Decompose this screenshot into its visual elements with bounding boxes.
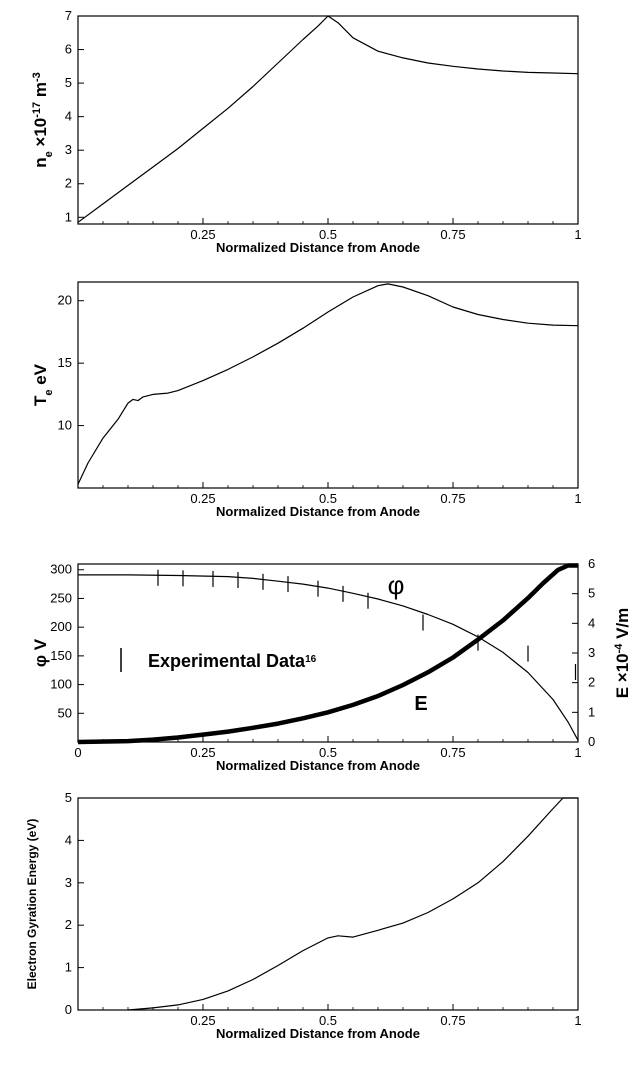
x-tick-label: 0.5 bbox=[319, 227, 337, 242]
y-tick-label: 0 bbox=[65, 1002, 72, 1017]
y2-tick-label: 5 bbox=[588, 586, 595, 601]
legend-label: Experimental Data16 bbox=[148, 651, 317, 671]
y-tick-label: 7 bbox=[65, 8, 72, 23]
y-tick-label: 4 bbox=[65, 109, 72, 124]
y-tick-label: 1 bbox=[65, 960, 72, 975]
x-tick-label: 1 bbox=[574, 227, 581, 242]
plot-frame bbox=[77, 15, 579, 225]
y-tick-label: 20 bbox=[58, 293, 72, 308]
x-tick-label: 0.75 bbox=[440, 1013, 465, 1028]
x-tick-label: 0.75 bbox=[440, 227, 465, 242]
x-tick-label: 0.75 bbox=[440, 745, 465, 760]
x-tick-label: 1 bbox=[574, 1013, 581, 1028]
y2-axis-label: E ×10-4 V/m bbox=[613, 608, 632, 699]
y2-tick-label: 6 bbox=[588, 556, 595, 571]
chart-panel-4: 0.25 0.5 0.75 1 0 1 2 3 4 5 Normalized Distance fr… bbox=[25, 790, 582, 1041]
series-line-e bbox=[77, 563, 578, 745]
y-tick-label: 5 bbox=[65, 790, 72, 805]
x-axis-label: Normalized Distance from Anode bbox=[216, 240, 420, 255]
x-axis-label: Normalized Distance from Anode bbox=[216, 504, 420, 519]
y-tick-label: 4 bbox=[65, 832, 72, 847]
plot-frame bbox=[77, 797, 579, 1011]
x-tick-label: 0 bbox=[74, 745, 81, 760]
y2-tick-label: 0 bbox=[588, 734, 595, 749]
chart-panel-2: 0.25 0.5 0.75 1 10 15 20 Normalized Distance fr… bbox=[31, 281, 582, 519]
y-axis-label: φ V bbox=[31, 638, 50, 667]
e-curve-label: E bbox=[414, 693, 427, 715]
x-tick-label: 0.25 bbox=[190, 227, 215, 242]
y-tick-label: 6 bbox=[65, 42, 72, 57]
y-axis-label: Te eV bbox=[31, 363, 55, 406]
y-tick-label: 2 bbox=[65, 176, 72, 191]
series-line-phi bbox=[78, 574, 579, 741]
x-tick-label: 0.75 bbox=[440, 491, 465, 506]
x-tick-label: 0.25 bbox=[190, 1013, 215, 1028]
x-tick-label: 0.25 bbox=[190, 745, 215, 760]
y-tick-label: 1 bbox=[65, 209, 72, 224]
y-tick-label: 5 bbox=[65, 75, 72, 90]
y2-tick-label: 1 bbox=[588, 704, 595, 719]
x-tick-label: 1 bbox=[574, 491, 581, 506]
series-line bbox=[77, 15, 579, 223]
y-axis-label: ne ×10-17 m-3 bbox=[31, 72, 55, 168]
y-axis-label: Electron Gyration Energy (eV) bbox=[25, 819, 39, 990]
x-tick-label: 0.5 bbox=[319, 491, 337, 506]
x-tick-label: 0.25 bbox=[190, 491, 215, 506]
y-tick-label: 300 bbox=[50, 562, 72, 577]
chart-panel-3: 0 0.25 0.5 0.75 1501001502002503000123456Nor… bbox=[31, 556, 632, 773]
y2-tick-label: 3 bbox=[588, 645, 595, 660]
x-axis-label: Normalized Distance from Anode bbox=[216, 1026, 420, 1041]
y2-tick-label: 2 bbox=[588, 675, 595, 690]
y2-tick-label: 4 bbox=[588, 615, 595, 630]
y-tick-label: 50 bbox=[58, 705, 72, 720]
y-tick-label: 150 bbox=[50, 648, 72, 663]
x-axis-label: Normalized Distance from Anode bbox=[216, 758, 420, 773]
x-tick-label: 1 bbox=[574, 745, 581, 760]
y-tick-label: 100 bbox=[50, 677, 72, 692]
chart-panel-1: 0.25 0.5 0.75 1 1 2 3 4 5 6 7 Normalized Distance f… bbox=[31, 8, 582, 255]
y-tick-label: 15 bbox=[58, 355, 72, 370]
y-tick-label: 200 bbox=[50, 619, 72, 634]
experimental-data-marks bbox=[157, 569, 577, 680]
y-tick-label: 10 bbox=[58, 418, 72, 433]
plot-frame bbox=[77, 281, 579, 489]
y-tick-label: 3 bbox=[65, 142, 72, 157]
x-tick-label: 0.5 bbox=[319, 1013, 337, 1028]
y-tick-label: 250 bbox=[50, 590, 72, 605]
phi-curve-label: φ bbox=[388, 570, 405, 600]
series-line bbox=[127, 797, 578, 1011]
x-tick-label: 0.5 bbox=[319, 745, 337, 760]
y-tick-label: 3 bbox=[65, 875, 72, 890]
y-tick-label: 2 bbox=[65, 917, 72, 932]
series-line bbox=[77, 283, 579, 485]
